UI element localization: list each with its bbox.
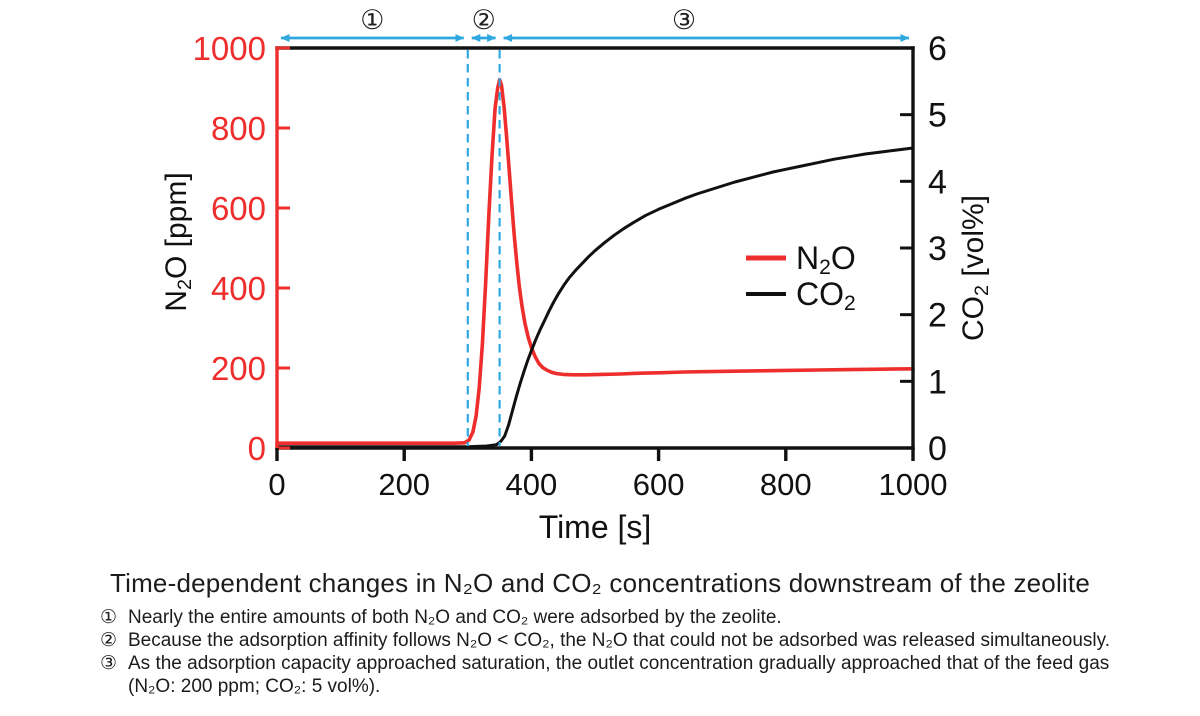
section-label-1: ① — [360, 5, 384, 35]
left-tick-label-200: 200 — [211, 350, 266, 387]
note-marker-2: ② — [100, 630, 118, 651]
section-label-3: ③ — [672, 5, 696, 35]
right-tick-label-0: 0 — [928, 430, 947, 468]
text-run: [vol%] — [957, 195, 990, 285]
text-run: O — [831, 240, 856, 276]
text-run: CO — [957, 296, 990, 341]
right-tick-label-4: 4 — [928, 163, 947, 201]
left-tick-label-800: 800 — [211, 110, 266, 147]
subscript: 2 — [844, 292, 856, 315]
n2o-curve — [275, 77, 915, 446]
text-run: O [ppm] — [160, 172, 193, 279]
note-marker-3: ③ — [100, 653, 118, 674]
note-text-3: As the adsorption capacity approached sa… — [128, 653, 1110, 697]
x-tick-label-600: 600 — [633, 467, 685, 502]
section-label-2: ② — [472, 5, 496, 35]
x-tick-label-400: 400 — [506, 467, 558, 502]
legend-label-1: N2O — [796, 240, 856, 279]
legend-label-2: CO2 — [796, 276, 856, 315]
left-tick-label-0: 0 — [248, 430, 266, 467]
figure-notes: ① Nearly the entire amounts of both N₂O … — [100, 606, 1160, 698]
text-run: CO — [796, 276, 844, 312]
note-text-2: Because the adsorption affinity follows … — [128, 630, 1110, 651]
text-run: N — [796, 240, 819, 276]
x-tick-label-200: 200 — [378, 467, 430, 502]
right-tick-label-3: 3 — [928, 230, 947, 268]
x-axis-title: Time [s] — [539, 509, 652, 545]
note-item-3: ③ As the adsorption capacity approached … — [100, 652, 1160, 698]
co2-curve — [275, 146, 915, 449]
left-tick-label-400: 400 — [211, 270, 266, 307]
subscript: 2 — [819, 256, 831, 279]
note-item-1: ① Nearly the entire amounts of both N₂O … — [100, 606, 1160, 629]
subscript: 2 — [174, 279, 196, 290]
right-tick-label-2: 2 — [928, 297, 947, 335]
right-tick-label-5: 5 — [928, 97, 947, 135]
note-item-2: ② Because the adsorption affinity follow… — [100, 629, 1160, 652]
x-tick-label-1000: 1000 — [879, 467, 948, 502]
right-tick-label-6: 6 — [928, 30, 947, 68]
figure-caption: Time-dependent changes in N₂O and CO₂ co… — [109, 568, 1090, 598]
note-text-1: Nearly the entire amounts of both N₂O an… — [128, 607, 782, 628]
x-tick-label-800: 800 — [760, 467, 812, 502]
note-marker-1: ① — [100, 607, 118, 628]
x-tick-label-0: 0 — [268, 467, 285, 502]
right-tick-label-1: 1 — [928, 363, 947, 401]
left-tick-label-1000: 1000 — [193, 30, 266, 67]
left-axis-title: N2O [ppm] — [160, 172, 196, 311]
left-tick-label-600: 600 — [211, 190, 266, 227]
subscript: 2 — [971, 285, 993, 296]
right-axis-title: CO2 [vol%] — [957, 195, 993, 341]
text-run: N — [160, 290, 193, 312]
